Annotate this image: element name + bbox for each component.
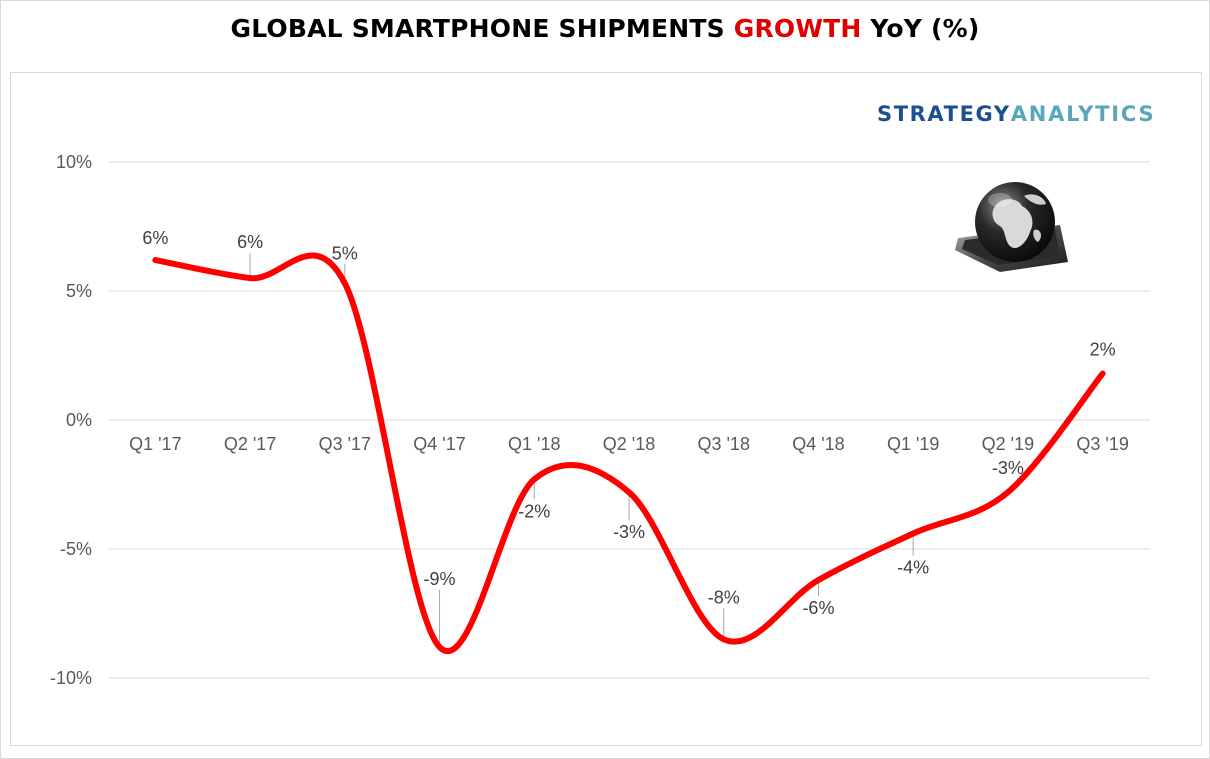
brand-logo: STRATEGYANALYTICS <box>877 102 1155 126</box>
brand-part-1: STRATEGY <box>877 102 1011 126</box>
data-label: -3% <box>613 522 645 542</box>
x-axis-tick-labels: Q1 '17 Q2 '17 Q3 '17 Q4 '17 Q1 '18 Q2 '18 Q3 '… <box>129 434 1129 454</box>
x-tick-label: Q2 '17 <box>224 434 276 454</box>
x-tick-label: Q3 '19 <box>1076 434 1128 454</box>
x-tick-label: Q3 '17 <box>319 434 371 454</box>
x-tick-label: Q2 '18 <box>603 434 655 454</box>
chart-title: GLOBAL SMARTPHONE SHIPMENTS GROWTH YoY (… <box>0 14 1210 43</box>
x-tick-label: Q1 '19 <box>887 434 939 454</box>
globe-on-smartphone-icon <box>955 182 1068 272</box>
x-tick-label: Q1 '17 <box>129 434 181 454</box>
data-label: -4% <box>897 558 929 578</box>
y-tick-label: 5% <box>66 281 92 301</box>
data-labels: 6% 6% 5% -9% -2% -3% -8% -6% -4% -3% 2% <box>142 228 1115 618</box>
data-label: -6% <box>802 598 834 618</box>
y-axis-tick-labels: 10% 5% 0% -5% -10% <box>50 152 92 688</box>
gridlines <box>108 161 1150 679</box>
title-part-2: YoY (%) <box>861 14 980 43</box>
data-label: 6% <box>237 232 263 252</box>
growth-series-line <box>152 252 1106 654</box>
x-tick-label: Q1 '18 <box>508 434 560 454</box>
y-tick-label: -10% <box>50 668 92 688</box>
data-label: -9% <box>424 569 456 589</box>
brand-part-2: ANALYTICS <box>1010 102 1156 126</box>
title-part-1: GLOBAL SMARTPHONE SHIPMENTS <box>230 14 734 43</box>
x-tick-label: Q2 '19 <box>982 434 1034 454</box>
data-label: 6% <box>142 228 168 248</box>
x-tick-label: Q4 '17 <box>413 434 465 454</box>
data-label: 5% <box>332 243 358 263</box>
y-tick-label: 0% <box>66 410 92 430</box>
x-tick-label: Q3 '18 <box>697 434 749 454</box>
title-highlight: GROWTH <box>733 14 862 43</box>
y-tick-label: -5% <box>60 539 92 559</box>
data-label: -2% <box>518 501 550 521</box>
data-label: 2% <box>1090 340 1116 360</box>
data-label: -8% <box>708 587 740 607</box>
x-tick-label: Q4 '18 <box>792 434 844 454</box>
y-tick-label: 10% <box>56 152 92 172</box>
data-label: -3% <box>992 458 1024 478</box>
